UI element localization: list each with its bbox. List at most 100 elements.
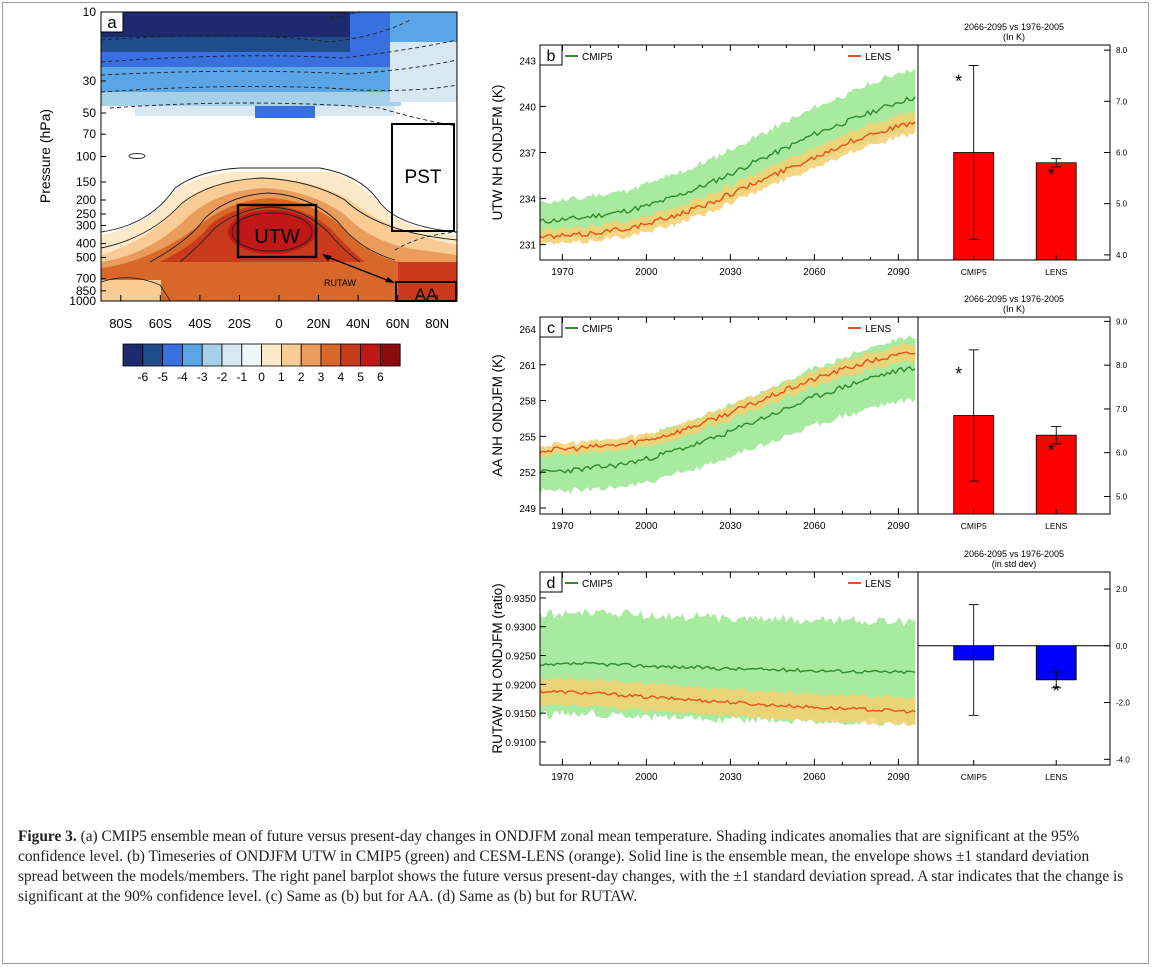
lens-mean-line <box>540 121 916 240</box>
y-tick-label: 0.9350 <box>505 594 536 605</box>
colorbar-label: 6 <box>377 370 384 384</box>
colorbar-label: -1 <box>236 370 247 384</box>
y-tick-label: 231 <box>519 241 536 252</box>
bar-category-label: CMIP5 <box>961 521 987 531</box>
strat-anomaly-lb <box>101 67 391 92</box>
colorbar-label: -2 <box>217 370 228 384</box>
pressure-tick-label: 200 <box>76 193 96 207</box>
aa-box-label: AA <box>415 285 438 304</box>
latitude-tick-label: 80N <box>425 316 449 331</box>
y-tick-label: 0.9100 <box>505 738 536 749</box>
x-tick-label: 2030 <box>719 772 742 783</box>
bar-y-tick-label: 6.0 <box>1116 449 1128 458</box>
bar-y-tick-label: 5.0 <box>1116 200 1128 209</box>
utw-box-label: UTW <box>254 226 300 248</box>
pressure-tick-label: 500 <box>76 251 96 265</box>
panel-a-letter: a <box>107 13 117 32</box>
y-tick-label: 0.9150 <box>505 709 536 720</box>
y-tick-label: 237 <box>519 149 536 160</box>
x-tick-label: 1970 <box>551 521 574 532</box>
y-tick-label: 0.9300 <box>505 623 536 634</box>
panel-ylabel: UTW NH ONDJFM (K) <box>490 85 505 221</box>
latitude-tick-label: 0 <box>275 316 282 331</box>
strat-anomaly-pale <box>101 92 401 106</box>
bar-y-tick-label: -2.0 <box>1116 699 1130 708</box>
timeseries-plot-area <box>540 335 916 496</box>
significance-star: * <box>1048 165 1055 185</box>
timeseries-plot-area <box>540 608 916 727</box>
pressure-tick-label: 50 <box>83 106 97 120</box>
legend-lens-label: LENS <box>865 324 891 335</box>
bar-y-tick-label: 0.0 <box>1116 642 1128 651</box>
neg-contour-2 <box>101 39 457 63</box>
strat-anomaly-right <box>390 42 457 102</box>
x-tick-label: 1970 <box>551 267 574 278</box>
rutaw-arrowhead-start <box>322 254 332 261</box>
colorbar-label: -6 <box>137 370 148 384</box>
pos-contour-7 <box>128 153 146 159</box>
pos-contour-4 <box>179 206 361 263</box>
positive-contours <box>101 153 457 301</box>
cmip5-mean-line <box>540 365 916 475</box>
timeseries-plot-area <box>540 68 916 246</box>
panel-b: 1970 2000 2030 2060 2090 231 234 237 240 243 UTW N… <box>490 22 1128 278</box>
bar-category-label: LENS <box>1045 772 1068 782</box>
bar-title-line-1: 2066-2095 vs 1976-2005 <box>964 22 1064 32</box>
colorbar-label: 1 <box>278 370 285 384</box>
bar-category-label: CMIP5 <box>961 772 987 782</box>
x-tick-label: 2060 <box>803 521 826 532</box>
colorbar-label: -4 <box>177 370 188 384</box>
lens-mean-line <box>540 351 916 454</box>
y-tick-label: 243 <box>519 56 536 67</box>
legend-cmip5-label: CMIP5 <box>582 52 613 63</box>
colorbar-label: 5 <box>357 370 364 384</box>
strat-anomaly-blue2 <box>101 52 391 67</box>
pos-contour-2 <box>101 177 457 249</box>
panel-letter-box <box>539 44 563 66</box>
legend-lens-label: LENS <box>865 52 891 63</box>
y-tick-label: 240 <box>519 102 536 113</box>
y-tick-label: 261 <box>519 361 536 372</box>
panel-a-cross-section: UTW PST AA RUTAW a Pressure (hPa) 103050… <box>37 5 458 384</box>
pressure-tick-label: 100 <box>76 150 96 164</box>
pos-contour-5 <box>231 212 313 252</box>
pressure-tick-label: 250 <box>76 207 96 221</box>
negative-contours <box>101 12 457 251</box>
panel-letter: d <box>547 575 556 592</box>
panel-axes-frame <box>539 571 1111 766</box>
figure-caption: Figure 3. (a) CMIP5 ensemble mean of fut… <box>18 827 1133 907</box>
trop-anomaly-core <box>228 210 316 254</box>
bar-title-line-2: (In K) <box>1003 304 1025 314</box>
pst-box-label: PST <box>405 167 442 188</box>
panel-a-ylabel: Pressure (hPa) <box>37 109 53 203</box>
legend-cmip5-label: CMIP5 <box>582 579 613 590</box>
y-tick-label: 249 <box>519 504 536 515</box>
bar-y-tick-label: 7.0 <box>1116 405 1128 414</box>
neg-contour-6 <box>394 231 457 251</box>
bar-category-label: LENS <box>1045 521 1068 531</box>
bar-title-line-1: 2066-2095 vs 1976-2005 <box>964 294 1064 304</box>
rutaw-label: RUTAW <box>324 278 356 288</box>
strat-anomaly-dark2 <box>255 106 315 118</box>
latitude-tick-label: 80S <box>109 316 132 331</box>
bar-y-tick-label: 8.0 <box>1116 361 1128 370</box>
bar-title-line-2: (in std dev) <box>992 559 1037 569</box>
colorbar-label: 0 <box>258 370 265 384</box>
significance-star: * <box>955 364 962 384</box>
colorbar-label: 2 <box>298 370 305 384</box>
y-tick-label: 252 <box>519 468 536 479</box>
pressure-tick-label: 700 <box>76 272 96 286</box>
x-tick-label: 2090 <box>887 521 910 532</box>
strat-anomaly-blue <box>350 12 390 52</box>
pressure-tick-label: 10 <box>83 5 97 19</box>
neg-contour-5 <box>109 102 457 127</box>
caption-text: (a) CMIP5 ensemble mean of future versus… <box>18 828 1124 905</box>
x-tick-label: 2060 <box>803 267 826 278</box>
bar-title-line-1: 2066-2095 vs 1976-2005 <box>964 549 1064 559</box>
x-tick-label: 2090 <box>887 267 910 278</box>
panel-ylabel: RUTAW NH ONDJFM (ratio) <box>490 583 505 753</box>
cmip5-mean-line <box>540 96 916 224</box>
pressure-tick-label: 850 <box>76 284 96 298</box>
x-tick-label: 2030 <box>719 267 742 278</box>
panel-letter: c <box>547 320 555 337</box>
